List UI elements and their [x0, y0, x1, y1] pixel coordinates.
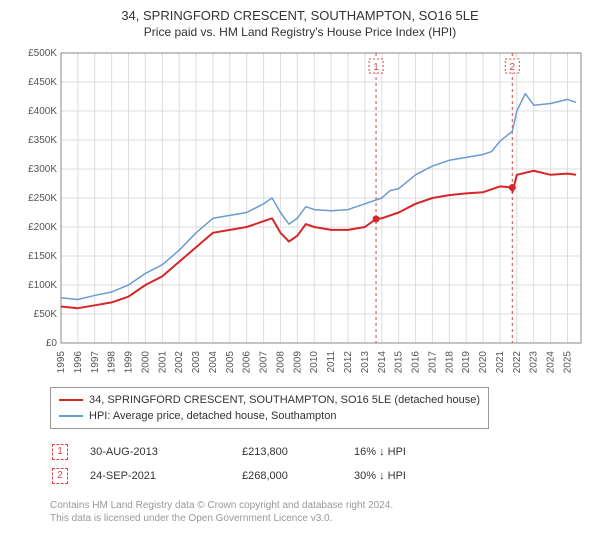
- svg-text:1999: 1999: [124, 351, 135, 374]
- svg-text:2: 2: [510, 62, 516, 73]
- svg-text:2020: 2020: [478, 351, 489, 374]
- footer-line2: This data is licensed under the Open Gov…: [50, 512, 590, 525]
- svg-text:2008: 2008: [275, 351, 286, 374]
- svg-text:2002: 2002: [174, 351, 185, 374]
- svg-text:2005: 2005: [225, 351, 236, 374]
- marker-id-box: 1: [52, 444, 68, 460]
- svg-text:1: 1: [373, 62, 379, 73]
- svg-text:2011: 2011: [326, 351, 337, 373]
- svg-text:£500K: £500K: [28, 48, 57, 59]
- svg-text:£400K: £400K: [28, 106, 57, 117]
- svg-text:2019: 2019: [461, 351, 472, 374]
- svg-text:2025: 2025: [562, 351, 573, 374]
- svg-text:£450K: £450K: [28, 77, 57, 88]
- marker-row: 2 24-SEP-2021£268,00030% ↓ HPI: [52, 465, 464, 487]
- chart-area: £0 £50K £100K £150K £200K £250K £300K £350K £400…: [15, 47, 585, 377]
- svg-text:2003: 2003: [191, 351, 202, 374]
- svg-text:2016: 2016: [411, 351, 422, 374]
- chart-title: 34, SPRINGFORD CRESCENT, SOUTHAMPTON, SO…: [10, 8, 590, 23]
- legend-swatch: [59, 415, 83, 417]
- svg-text:2015: 2015: [394, 351, 405, 374]
- svg-text:2007: 2007: [259, 351, 270, 374]
- legend-item: 34, SPRINGFORD CRESCENT, SOUTHAMPTON, SO…: [59, 392, 480, 408]
- marker-table: 1 30-AUG-2013£213,80016% ↓ HPI 2 24-SEP-202…: [50, 439, 466, 489]
- footer-line1: Contains HM Land Registry data © Crown c…: [50, 499, 590, 512]
- chart-subtitle: Price paid vs. HM Land Registry's House …: [10, 25, 590, 39]
- marker-price: £268,000: [242, 465, 352, 487]
- svg-text:2017: 2017: [427, 351, 438, 374]
- svg-text:2013: 2013: [360, 351, 371, 374]
- svg-text:2012: 2012: [343, 351, 354, 374]
- legend-item: HPI: Average price, detached house, Sout…: [59, 408, 480, 424]
- marker-id-box: 2: [52, 468, 68, 484]
- legend-label: 34, SPRINGFORD CRESCENT, SOUTHAMPTON, SO…: [89, 394, 480, 406]
- svg-text:2023: 2023: [529, 351, 540, 374]
- marker-date: 24-SEP-2021: [90, 465, 240, 487]
- marker-date: 30-AUG-2013: [90, 441, 240, 463]
- marker-delta: 30% ↓ HPI: [354, 465, 464, 487]
- svg-text:2024: 2024: [546, 351, 557, 374]
- svg-text:2022: 2022: [512, 351, 523, 374]
- svg-text:2001: 2001: [157, 351, 168, 374]
- svg-text:£0: £0: [46, 338, 58, 349]
- svg-text:2014: 2014: [377, 351, 388, 374]
- line-chart-svg: £0 £50K £100K £150K £200K £250K £300K £350K £400…: [15, 47, 585, 377]
- svg-text:2009: 2009: [292, 351, 303, 374]
- svg-text:£300K: £300K: [28, 164, 57, 175]
- footer-attribution: Contains HM Land Registry data © Crown c…: [50, 499, 590, 525]
- svg-text:£50K: £50K: [34, 309, 58, 320]
- svg-text:2018: 2018: [444, 351, 455, 374]
- svg-text:1995: 1995: [56, 351, 67, 374]
- svg-text:1997: 1997: [90, 351, 101, 374]
- svg-text:£200K: £200K: [28, 222, 57, 233]
- legend-swatch: [59, 399, 83, 401]
- legend-label: HPI: Average price, detached house, Sout…: [89, 410, 336, 422]
- svg-text:2004: 2004: [208, 351, 219, 374]
- svg-text:£100K: £100K: [28, 280, 57, 291]
- svg-text:2000: 2000: [140, 351, 151, 374]
- svg-text:2010: 2010: [309, 351, 320, 374]
- svg-text:£250K: £250K: [28, 193, 57, 204]
- svg-text:2021: 2021: [495, 351, 506, 374]
- svg-text:1996: 1996: [73, 351, 84, 374]
- marker-delta: 16% ↓ HPI: [354, 441, 464, 463]
- svg-text:2006: 2006: [242, 351, 253, 374]
- svg-text:£350K: £350K: [28, 135, 57, 146]
- marker-row: 1 30-AUG-2013£213,80016% ↓ HPI: [52, 441, 464, 463]
- svg-text:£150K: £150K: [28, 251, 57, 262]
- legend: 34, SPRINGFORD CRESCENT, SOUTHAMPTON, SO…: [50, 387, 489, 429]
- chart-container: 34, SPRINGFORD CRESCENT, SOUTHAMPTON, SO…: [0, 0, 600, 535]
- marker-price: £213,800: [242, 441, 352, 463]
- svg-text:1998: 1998: [107, 351, 118, 374]
